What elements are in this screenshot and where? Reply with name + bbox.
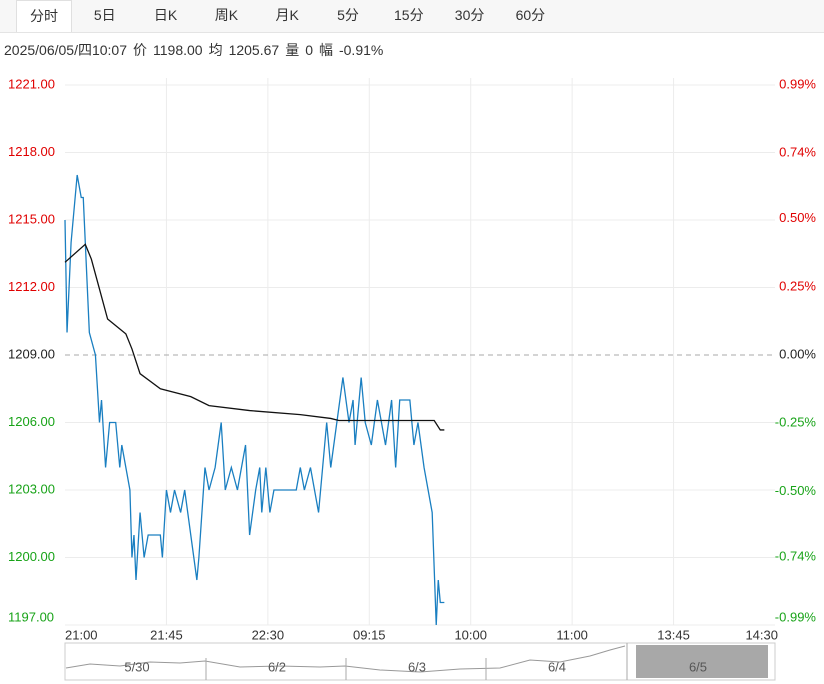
- tab-bar: 分时 5日 日K 周K 月K 5分 15分 30分 60分: [0, 0, 824, 33]
- x-tick-label: 14:30: [745, 627, 778, 642]
- y-tick-label: 1206.00: [8, 414, 55, 429]
- y-tick-label: 1197.00: [8, 609, 54, 624]
- y-tick-label: 1200.00: [8, 549, 55, 564]
- x-tick-label: 09:15: [353, 627, 386, 642]
- tab[interactable]: 分时: [16, 0, 72, 32]
- tab[interactable]: 周K: [214, 7, 239, 23]
- change-label: 幅: [318, 42, 333, 58]
- avg: 1205.67: [228, 42, 280, 58]
- x-tick-label: 21:00: [65, 627, 98, 642]
- volume: 0: [305, 42, 313, 58]
- volume-label: 量: [285, 42, 300, 58]
- y2-tick-label: -0.25%: [775, 415, 817, 430]
- y-tick-label: 1203.00: [8, 481, 55, 496]
- y2-tick-label: 0.25%: [779, 278, 816, 293]
- y2-tick-label: 0.99%: [779, 76, 816, 91]
- tab[interactable]: 60分: [515, 7, 546, 23]
- price-label: 价: [133, 42, 147, 58]
- y2-tick-label: 0.50%: [779, 210, 816, 225]
- price-line: [64, 243, 445, 431]
- navigator-label: 6/3: [408, 659, 426, 674]
- y2-tick-label: 0.74%: [779, 145, 816, 160]
- navigator-label: 6/4: [548, 659, 566, 674]
- navigator-selection[interactable]: [636, 645, 768, 678]
- tab[interactable]: 15分: [394, 7, 424, 23]
- grid: [65, 78, 775, 626]
- y-tick-label: 1215.00: [8, 211, 55, 226]
- tab[interactable]: 日K: [153, 7, 178, 23]
- navigator-label: 6/5: [689, 659, 707, 674]
- x-tick-label: 13:45: [657, 627, 690, 642]
- x-tick-label: 22:30: [252, 627, 285, 642]
- navigator-label: 5/30: [124, 659, 149, 674]
- info-line: 2025/06/05/四10:07 价 1198.00 均 1205.67 量 0 幅 -0.9…: [4, 40, 389, 60]
- tab[interactable]: 5日: [93, 7, 116, 23]
- price: 1198.00: [153, 42, 203, 58]
- change: -0.91%: [338, 42, 384, 58]
- tab[interactable]: 30分: [454, 7, 485, 23]
- y2-tick-label: -0.50%: [775, 483, 817, 498]
- tab[interactable]: 月K: [275, 7, 299, 23]
- y2-tick-label: -0.99%: [775, 609, 817, 624]
- tab[interactable]: 5分: [337, 7, 359, 23]
- y-tick-label: 1221.00: [8, 76, 55, 91]
- x-tick-label: 11:00: [556, 627, 588, 642]
- y-tick-label: 1218.00: [8, 144, 55, 159]
- navigator-line: [65, 645, 626, 673]
- avg-label: 均: [208, 42, 223, 58]
- y-tick-label: 1212.00: [8, 279, 55, 294]
- x-tick-label: 21:45: [150, 627, 183, 642]
- price-line: [64, 174, 445, 626]
- x-tick-label: 10:00: [454, 627, 487, 642]
- y-tick-label: 1209.00: [8, 346, 55, 361]
- y2-tick-label: 0.00%: [779, 346, 816, 361]
- y2-tick-label: -0.74%: [775, 548, 817, 563]
- datetime: 2025/06/05/四10:07: [4, 42, 127, 58]
- navigator-label: 6/2: [268, 659, 286, 674]
